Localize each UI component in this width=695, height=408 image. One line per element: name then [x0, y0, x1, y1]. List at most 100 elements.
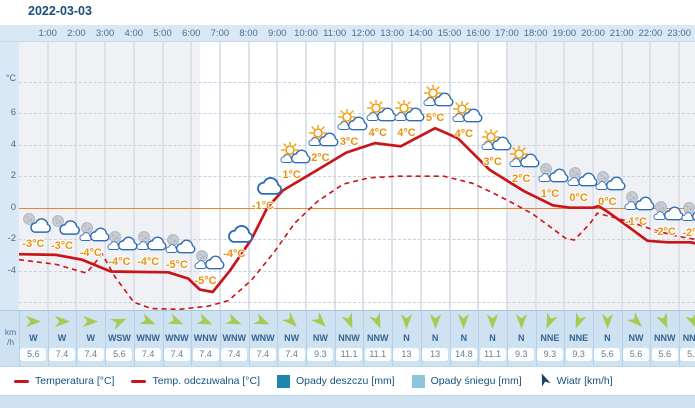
- wind-arrow-icon: [368, 311, 388, 332]
- temp-label: -1°C: [251, 200, 274, 213]
- vertical-gridline: [477, 42, 480, 310]
- wind-speed: 5.6: [651, 348, 678, 361]
- wind-speed: 13: [393, 348, 420, 361]
- vertical-gridline: [649, 42, 652, 310]
- wind-speed: 7.4: [278, 348, 305, 361]
- wind-speed: 7.4: [163, 348, 190, 361]
- wind-arrow-icon: [137, 311, 158, 331]
- wind-speed: 5.6: [20, 348, 47, 361]
- legend-label: Opady deszczu [mm]: [295, 375, 395, 387]
- wind-arrow-icon: [109, 311, 130, 331]
- time-label: 16:00: [466, 28, 491, 39]
- wind-cell-divider: [133, 311, 135, 366]
- wind-speed: 7.4: [135, 348, 162, 361]
- moon-clouds-icon: [594, 169, 628, 195]
- vertical-gridline: [161, 42, 164, 310]
- vertical-gridline: [678, 42, 681, 310]
- legend-square-marker: [276, 374, 290, 388]
- wind-arrow-icon: [655, 311, 675, 332]
- wind-cell-divider: [277, 311, 279, 366]
- temp-label: -4°C: [223, 248, 246, 261]
- temp-label: 3°C: [339, 135, 359, 148]
- horizontal-gridline: [19, 270, 695, 272]
- wind-direction: WNW: [136, 333, 160, 343]
- time-axis: 1:00 2:00 3:00 4:00 5:00 6:00 7:00 8:00 9:00 10:0…: [0, 25, 695, 42]
- wind-speed: 13: [422, 348, 449, 361]
- moon-clouds-icon: [193, 248, 227, 274]
- wind-speed: 5.6: [680, 348, 695, 361]
- wind-arrow-icon: [82, 314, 99, 329]
- time-label: 4:00: [124, 28, 144, 39]
- wind-direction: N: [489, 333, 496, 343]
- time-label: 9:00: [268, 28, 287, 39]
- time-label: 8:00: [239, 28, 258, 39]
- legend-label: Temp. odczuwalna [°C]: [152, 375, 260, 387]
- vertical-gridline: [75, 42, 78, 310]
- wind-direction: WNW: [165, 333, 189, 343]
- wind-cell-divider: [19, 311, 20, 366]
- y-tick-label: 0: [10, 201, 16, 213]
- horizontal-gridline: [19, 144, 695, 146]
- wind-speed: 7.4: [77, 348, 104, 361]
- wind-cell-divider: [478, 311, 480, 366]
- vertical-gridline: [104, 42, 107, 310]
- wind-arrow-icon: [280, 311, 303, 333]
- vertical-gridline: [505, 42, 508, 310]
- temp-label: 2°C: [512, 173, 531, 186]
- legend-label: Opady śniegu [mm]: [430, 375, 522, 387]
- wind-arrow-icon: [485, 313, 500, 330]
- moon-clouds-icon: [135, 229, 169, 255]
- y-tick-label: -4: [7, 264, 16, 276]
- wind-speed: 9.3: [536, 348, 563, 361]
- temp-label: -5°C: [165, 258, 188, 271]
- sun-cloud-icon: [336, 107, 370, 135]
- legend-line-marker: [131, 379, 147, 383]
- time-label: 2:00: [67, 28, 86, 39]
- moon-clouds-icon: [623, 189, 657, 215]
- temp-label: -5°C: [194, 274, 217, 287]
- cloud-icon: [250, 173, 284, 199]
- time-label: 20:00: [581, 28, 605, 39]
- wind-arrow-icon: [600, 313, 615, 330]
- wind-direction: NNE: [540, 333, 560, 343]
- temp-label: 0°C: [598, 195, 617, 208]
- wind-cell-divider: [76, 311, 78, 366]
- wind-arrow-legend-icon: [536, 370, 554, 392]
- wind-speed: 9.3: [307, 348, 334, 361]
- legend-item: Temperatura [°C]: [14, 375, 114, 387]
- moon-cloud-icon: [20, 211, 54, 237]
- vertical-gridline: [276, 42, 279, 310]
- wind-arrow-icon: [309, 311, 332, 333]
- wind-cell-divider: [420, 311, 422, 366]
- vertical-gridline: [333, 42, 336, 310]
- wind-arrow-icon: [568, 311, 588, 332]
- vertical-gridline: [419, 42, 422, 310]
- wind-direction: NNW: [338, 333, 360, 343]
- time-label: 1:00: [38, 28, 57, 39]
- wind-arrow-icon: [54, 314, 71, 329]
- wind-speed: 11.1: [336, 348, 363, 361]
- wind-arrow-icon: [683, 311, 695, 332]
- temp-label: -2°C: [653, 226, 676, 239]
- temp-label: 0°C: [569, 191, 588, 204]
- zero-degree-line: [19, 207, 695, 209]
- time-label: 11:00: [323, 28, 347, 39]
- legend-line-marker: [14, 379, 29, 383]
- legend-item: Opady śniegu [mm]: [411, 374, 522, 388]
- temp-label: -1°C: [624, 216, 648, 229]
- wind-cell-divider: [650, 311, 652, 366]
- wind-cell-divider: [363, 311, 365, 366]
- wind-speed: 9.3: [565, 348, 592, 361]
- wind-direction: W: [29, 333, 38, 343]
- wind-arrow-icon: [25, 314, 42, 329]
- time-label: 15:00: [437, 28, 462, 39]
- wind-direction: N: [431, 333, 439, 343]
- wind-speed: 14.8: [450, 348, 477, 361]
- wind-direction: WNW: [222, 333, 247, 343]
- cloud-icon: [221, 221, 255, 247]
- legend: Temperatura [°C] Temp. odczuwalna [°C] Opa…: [0, 366, 695, 396]
- legend-label: Temperatura [°C]: [35, 375, 115, 387]
- wind-cell-divider: [449, 311, 451, 366]
- wind-direction: WSW: [107, 333, 131, 343]
- vertical-gridline: [190, 42, 193, 310]
